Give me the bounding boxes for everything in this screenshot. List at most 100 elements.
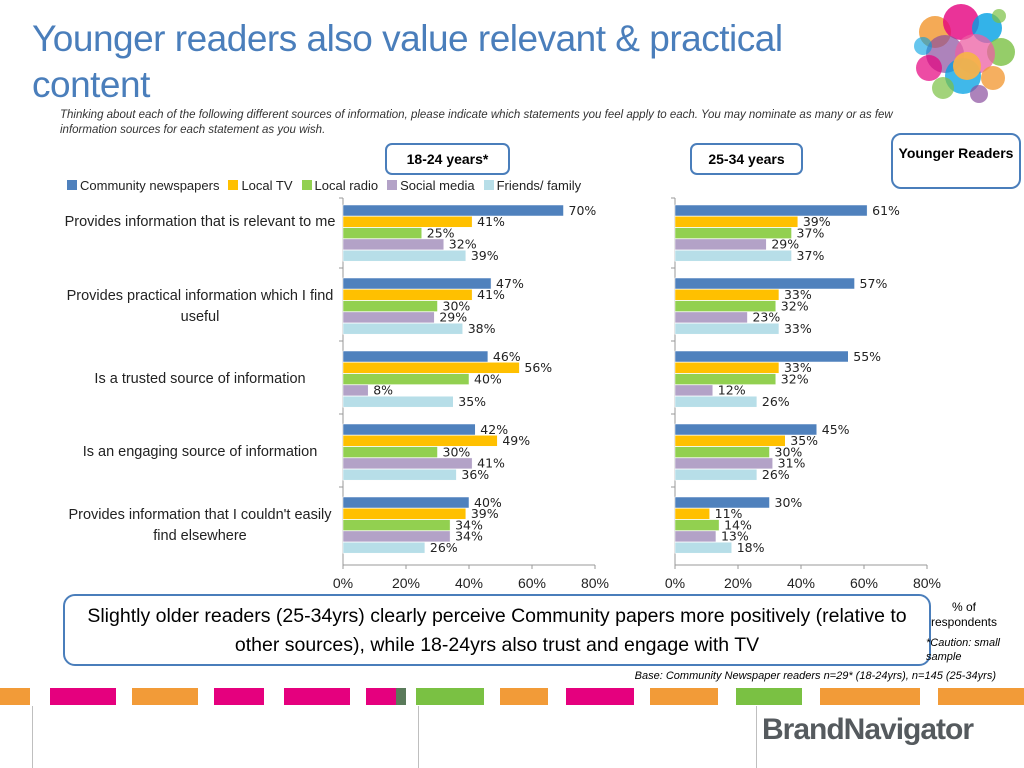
x-tick-label: 20% xyxy=(724,575,752,591)
data-label: 35% xyxy=(458,394,486,409)
data-label: 46% xyxy=(493,349,521,364)
footer-stripe xyxy=(366,688,396,705)
data-label: 37% xyxy=(797,248,825,263)
bar-friends xyxy=(674,541,732,554)
data-label: 41% xyxy=(477,456,505,471)
category-label-trusted: Is a trusted source of information xyxy=(94,371,306,387)
data-label: 26% xyxy=(762,467,790,482)
data-label: 61% xyxy=(872,203,900,218)
age-label-25-34: 25-34 years xyxy=(690,143,803,175)
data-label: 11% xyxy=(715,506,743,521)
younger-readers-label: Younger Readers xyxy=(891,133,1021,189)
bar-social xyxy=(674,384,714,397)
data-label: 32% xyxy=(781,298,809,313)
legend-swatch xyxy=(387,180,398,190)
x-tick-label: 40% xyxy=(455,575,483,591)
legend-label: Friends/ family xyxy=(496,177,582,193)
bar-social xyxy=(674,457,773,470)
bar-community xyxy=(674,277,855,290)
data-label: 32% xyxy=(781,371,809,386)
data-label: 35% xyxy=(790,433,818,448)
respondents-note: % of respondents xyxy=(930,600,998,629)
x-tick-label: 0% xyxy=(333,575,353,591)
bar-friends xyxy=(342,541,426,554)
footer-stripe xyxy=(650,688,718,705)
data-label: 25% xyxy=(427,225,455,240)
footer-stripe xyxy=(938,688,1024,705)
x-tick-label: 40% xyxy=(787,575,815,591)
x-tick-label: 60% xyxy=(518,575,546,591)
category-label-engaging: Is an engaging source of information xyxy=(82,444,318,460)
bar-friends xyxy=(674,468,758,481)
bar-tv xyxy=(674,362,780,374)
data-label: 42% xyxy=(480,422,508,437)
footer-stripe xyxy=(396,688,406,705)
bar-tv xyxy=(342,362,520,374)
data-label: 34% xyxy=(455,529,483,544)
data-label: 13% xyxy=(721,529,749,544)
footer-stripe xyxy=(50,688,116,705)
data-label: 55% xyxy=(853,349,881,364)
footer-divider xyxy=(32,706,33,768)
bar-tv xyxy=(342,216,473,228)
footer-stripe xyxy=(416,688,484,705)
legend-swatch xyxy=(67,180,77,190)
footer-stripe xyxy=(736,688,802,705)
data-label: 29% xyxy=(439,310,467,325)
bar-friends xyxy=(342,249,467,262)
legend-label: Community newspapers xyxy=(80,177,220,193)
legend-swatch xyxy=(228,180,239,190)
slide-title: Younger readers also value relevant & pr… xyxy=(32,18,783,105)
bar-social xyxy=(674,238,767,251)
data-label: 32% xyxy=(449,237,477,252)
bar-community xyxy=(342,277,492,290)
bar-tv xyxy=(674,508,710,520)
data-label: 30% xyxy=(443,298,471,313)
legend-label: Local TV xyxy=(241,177,293,193)
bar-community xyxy=(674,496,770,509)
data-label: 56% xyxy=(524,360,552,375)
data-label: 37% xyxy=(797,225,825,240)
legend-item-radio: Local radio xyxy=(301,177,379,193)
bar-tv xyxy=(674,289,780,301)
bar-friends xyxy=(674,322,780,335)
age-label-18-24: 18-24 years* xyxy=(385,143,510,175)
dots-logo-icon xyxy=(914,4,1015,103)
bar-radio xyxy=(342,446,438,458)
footer-stripe xyxy=(820,688,920,705)
bar-chart: 0% 20% 40% 60% 80% 70% 47% 46% 42% 40% 41% 41% 56% 49… xyxy=(333,197,941,591)
x-tick-label: 0% xyxy=(665,575,685,591)
footer-stripe xyxy=(0,688,30,705)
data-label: 39% xyxy=(803,214,831,229)
bar-tv xyxy=(674,216,799,228)
bar-friends xyxy=(342,395,454,408)
legend-label: Local radio xyxy=(314,177,379,193)
footer-stripe xyxy=(566,688,634,705)
data-label: 38% xyxy=(468,321,496,336)
data-label: 34% xyxy=(455,517,483,532)
bar-social xyxy=(674,530,717,543)
legend-item-tv: Local TV xyxy=(228,177,293,193)
data-label: 30% xyxy=(775,444,803,459)
footer-stripe xyxy=(284,688,350,705)
chart-legend: Community newspapers Local TV Local radi… xyxy=(67,177,590,193)
caution-note: *Caution: small sample xyxy=(926,637,1000,663)
legend-label: Social media xyxy=(400,177,475,193)
category-label-elsewhere: Provides information that I couldn't eas… xyxy=(68,507,332,544)
legend-swatch xyxy=(483,180,494,190)
data-label: 31% xyxy=(778,456,806,471)
bar-social xyxy=(342,311,435,324)
data-label: 40% xyxy=(474,495,502,510)
category-label-relevant: Provides information that is relevant to… xyxy=(64,214,336,230)
bar-radio xyxy=(674,300,777,312)
survey-question: Thinking about each of the following dif… xyxy=(60,109,893,136)
data-label: 40% xyxy=(474,371,502,386)
bar-radio xyxy=(342,227,422,239)
bar-tv xyxy=(342,289,473,301)
legend-item-friends: Friends/ family xyxy=(483,177,582,193)
bar-friends xyxy=(342,322,463,335)
data-label: 30% xyxy=(775,495,803,510)
brand-logo: BrandNavigator xyxy=(762,713,974,746)
bar-radio xyxy=(674,373,777,385)
footer-stripe xyxy=(214,688,264,705)
